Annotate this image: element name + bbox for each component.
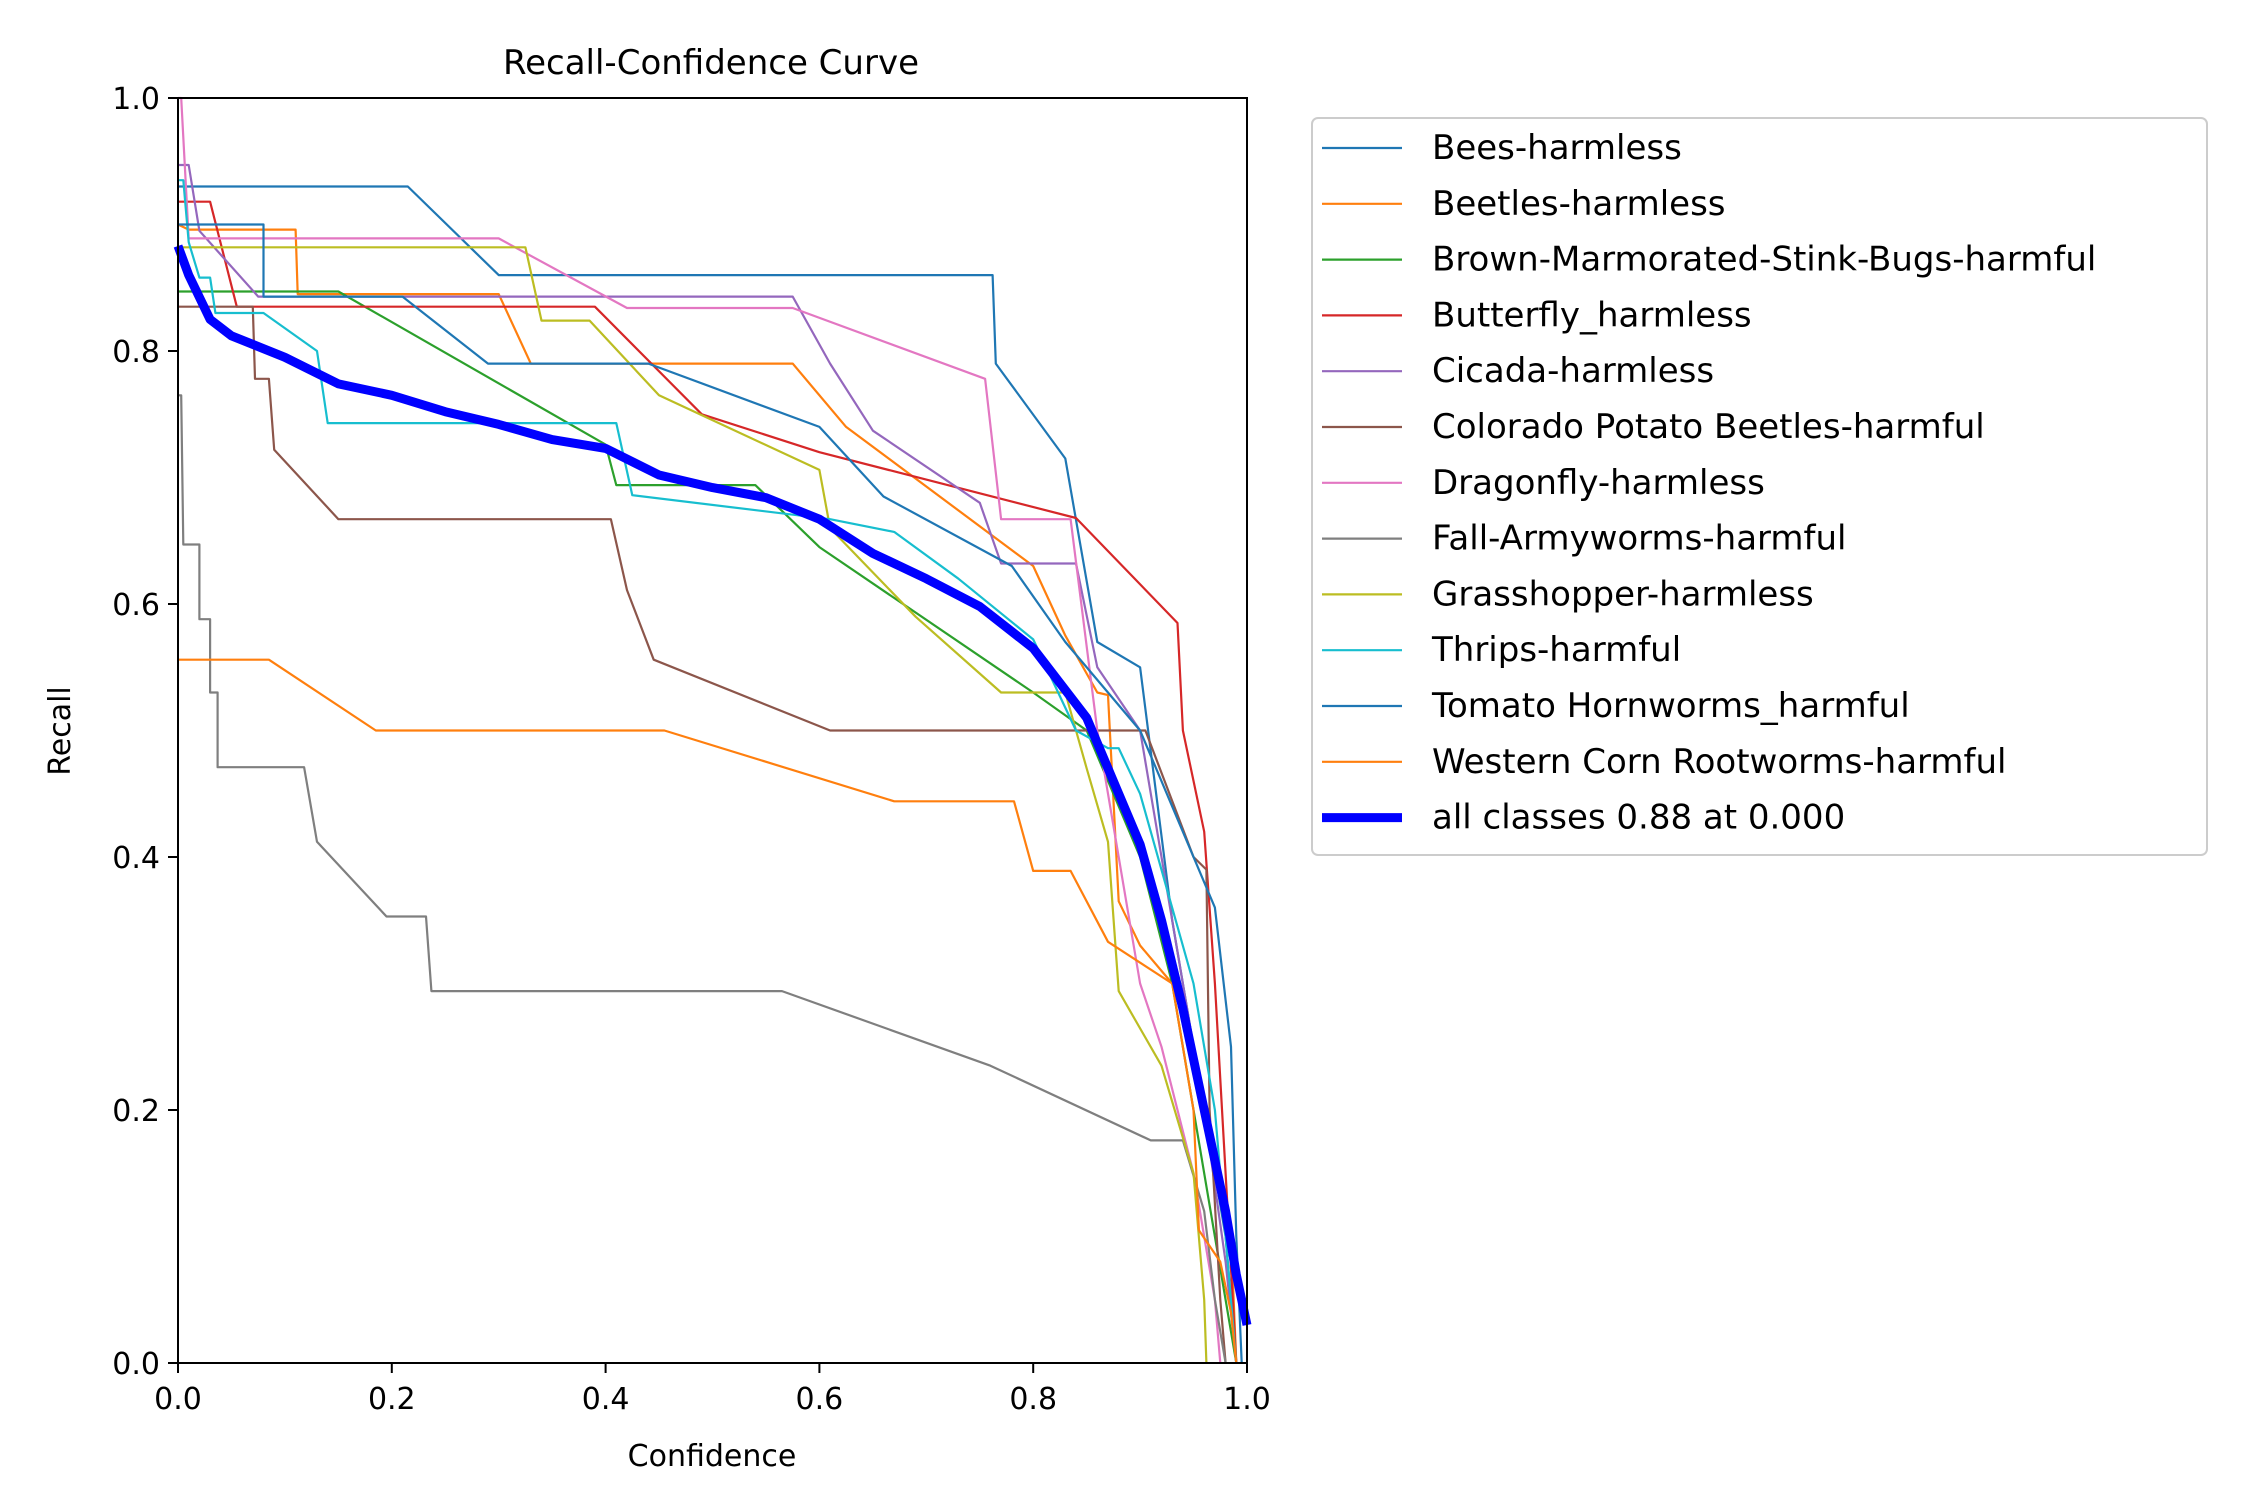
x-axis-ticks: 0.0 0.2 0.4 0.6 0.8 1.0 [154, 1363, 1271, 1417]
y-tick-label: 0.2 [112, 1094, 160, 1129]
x-tick-label: 1.0 [1223, 1382, 1271, 1417]
chart-title: Recall-Confidence Curve [503, 43, 919, 83]
series-line-7 [178, 96, 1222, 1364]
legend-label: all classes 0.88 at 0.000 [1432, 798, 1845, 838]
series-line-12 [178, 658, 1238, 1364]
series-line-8 [178, 394, 1227, 1364]
x-tick-label: 0.4 [582, 1382, 630, 1417]
legend-label: Dragonfly-harmless [1432, 463, 1765, 503]
legend-label: Tomato Hornworms_harmful [1431, 686, 1910, 726]
series-line-all-classes [173, 244, 1252, 1326]
legend-entries: Bees-harmless Beetles-harmless Brown-Marmo… [1322, 128, 2096, 838]
y-tick-label: 0.8 [112, 335, 160, 370]
plot-frame [177, 97, 1248, 1364]
series-line-2 [177, 223, 1238, 1364]
y-tick-label: 1.0 [112, 82, 160, 117]
series-line-11 [178, 223, 1243, 1364]
legend-label: Brown-Marmorated-Stink-Bugs-harmful [1432, 240, 2096, 280]
y-tick-label: 0.4 [112, 841, 160, 876]
series-line-10 [178, 179, 1238, 1364]
x-tick-label: 0.2 [368, 1382, 416, 1417]
x-tick-label: 0.6 [796, 1382, 844, 1417]
plot-lines [173, 96, 1252, 1364]
legend-label: Bees-harmless [1432, 128, 1682, 168]
y-axis-label: Recall [43, 686, 78, 776]
x-tick-label: 0.0 [154, 1382, 202, 1417]
y-tick-label: 0.0 [112, 1347, 160, 1382]
legend-label: Western Corn Rootworms-harmful [1432, 742, 2007, 782]
y-axis-ticks: 0.0 0.2 0.4 0.6 0.8 1.0 [112, 82, 178, 1382]
legend-label: Cicada-harmless [1432, 351, 1714, 391]
legend-label: Grasshopper-harmless [1432, 574, 1814, 614]
legend-label: Butterfly_harmless [1432, 295, 1752, 335]
legend-label: Beetles-harmless [1432, 184, 1726, 224]
series-line-6 [178, 305, 1227, 1364]
x-tick-label: 0.8 [1009, 1382, 1057, 1417]
series-line-9 [178, 246, 1208, 1364]
series-line-3 [178, 290, 1238, 1364]
y-tick-label: 0.6 [112, 588, 160, 623]
series-line-5 [178, 163, 1238, 1364]
legend: Bees-harmless Beetles-harmless Brown-Marmo… [1311, 117, 2208, 856]
x-axis-label: Confidence [628, 1439, 797, 1474]
series-line-4 [178, 200, 1238, 1364]
legend-label: Colorado Potato Beetles-harmful [1432, 407, 1985, 447]
legend-label: Thrips-harmful [1431, 630, 1681, 670]
legend-frame [1311, 117, 2208, 856]
legend-label: Fall-Armyworms-harmful [1432, 519, 1847, 559]
